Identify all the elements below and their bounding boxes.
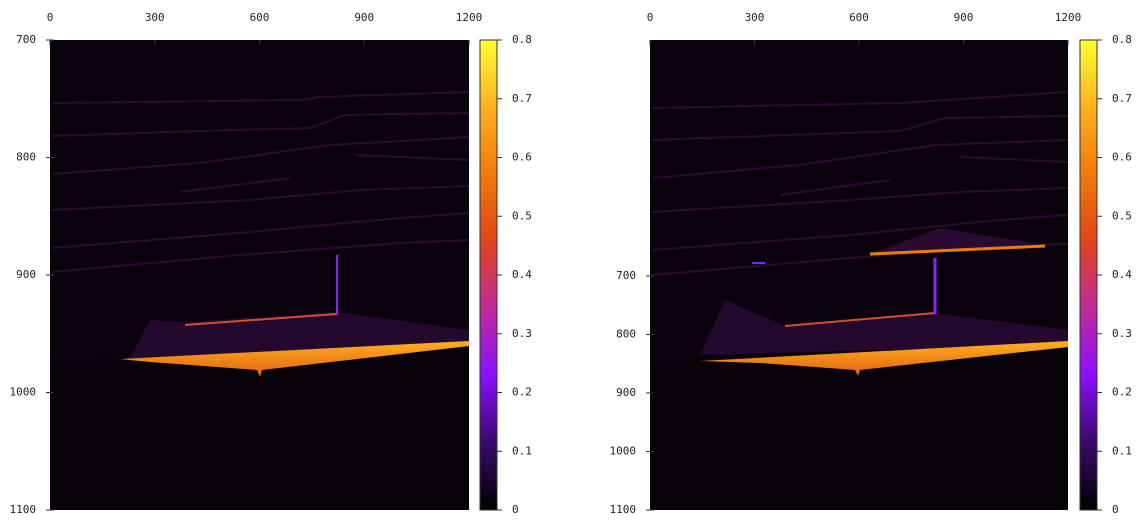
y-tick-label: 800 — [616, 327, 636, 340]
heatmap-image — [650, 40, 1069, 510]
colorbar-tick-label: 0.4 — [1112, 268, 1132, 281]
colorbar-tick-label: 0.6 — [1112, 151, 1132, 164]
colorbar — [479, 39, 498, 511]
colorbar-tick-label: 0.7 — [512, 92, 532, 105]
colorbar-tick-label: 0.3 — [512, 327, 532, 340]
y-tick-label: 1000 — [610, 444, 637, 457]
y-tick-label: 800 — [16, 151, 36, 164]
x-tick-label: 0 — [47, 11, 54, 24]
colorbar — [1079, 39, 1098, 511]
colorbar-tick-label: 0.8 — [1112, 33, 1132, 46]
x-tick-label: 300 — [145, 11, 165, 24]
colorbar-tick-label: 0.2 — [1112, 386, 1132, 399]
y-tick-label: 900 — [16, 268, 36, 281]
colorbar-tick-label: 0.1 — [1112, 444, 1132, 457]
y-tick-label: 700 — [16, 33, 36, 46]
y-tick-label: 1100 — [610, 503, 637, 516]
x-tick-label: 900 — [354, 11, 374, 24]
x-tick-label: 1200 — [1055, 11, 1082, 24]
y-tick-label: 1100 — [10, 503, 37, 516]
colorbar-tick-label: 0.5 — [512, 209, 532, 222]
heatmap-image — [50, 40, 470, 510]
colorbar-tick-label: 0.2 — [512, 386, 532, 399]
y-tick-label: 700 — [616, 269, 636, 282]
y-tick-label: 1000 — [10, 386, 37, 399]
colorbar-tick-label: 0.7 — [1112, 92, 1132, 105]
x-tick-label: 0 — [647, 11, 654, 24]
colorbar-tick-label: 0.1 — [512, 444, 532, 457]
x-tick-label: 300 — [745, 11, 765, 24]
x-tick-label: 600 — [250, 11, 270, 24]
x-tick-label: 1200 — [456, 11, 483, 24]
y-tick-label: 900 — [616, 386, 636, 399]
colorbar-tick-label: 0.5 — [1112, 209, 1132, 222]
colorbar-tick-label: 0.8 — [512, 33, 532, 46]
colorbar-tick-label: 0.6 — [512, 151, 532, 164]
colorbar-tick-label: 0.4 — [512, 268, 532, 281]
colorbar-tick-label: 0 — [512, 503, 519, 516]
colorbar-tick-label: 0.3 — [1112, 327, 1132, 340]
x-tick-label: 900 — [954, 11, 974, 24]
colorbar-tick-label: 0 — [1112, 503, 1119, 516]
x-tick-label: 600 — [849, 11, 869, 24]
